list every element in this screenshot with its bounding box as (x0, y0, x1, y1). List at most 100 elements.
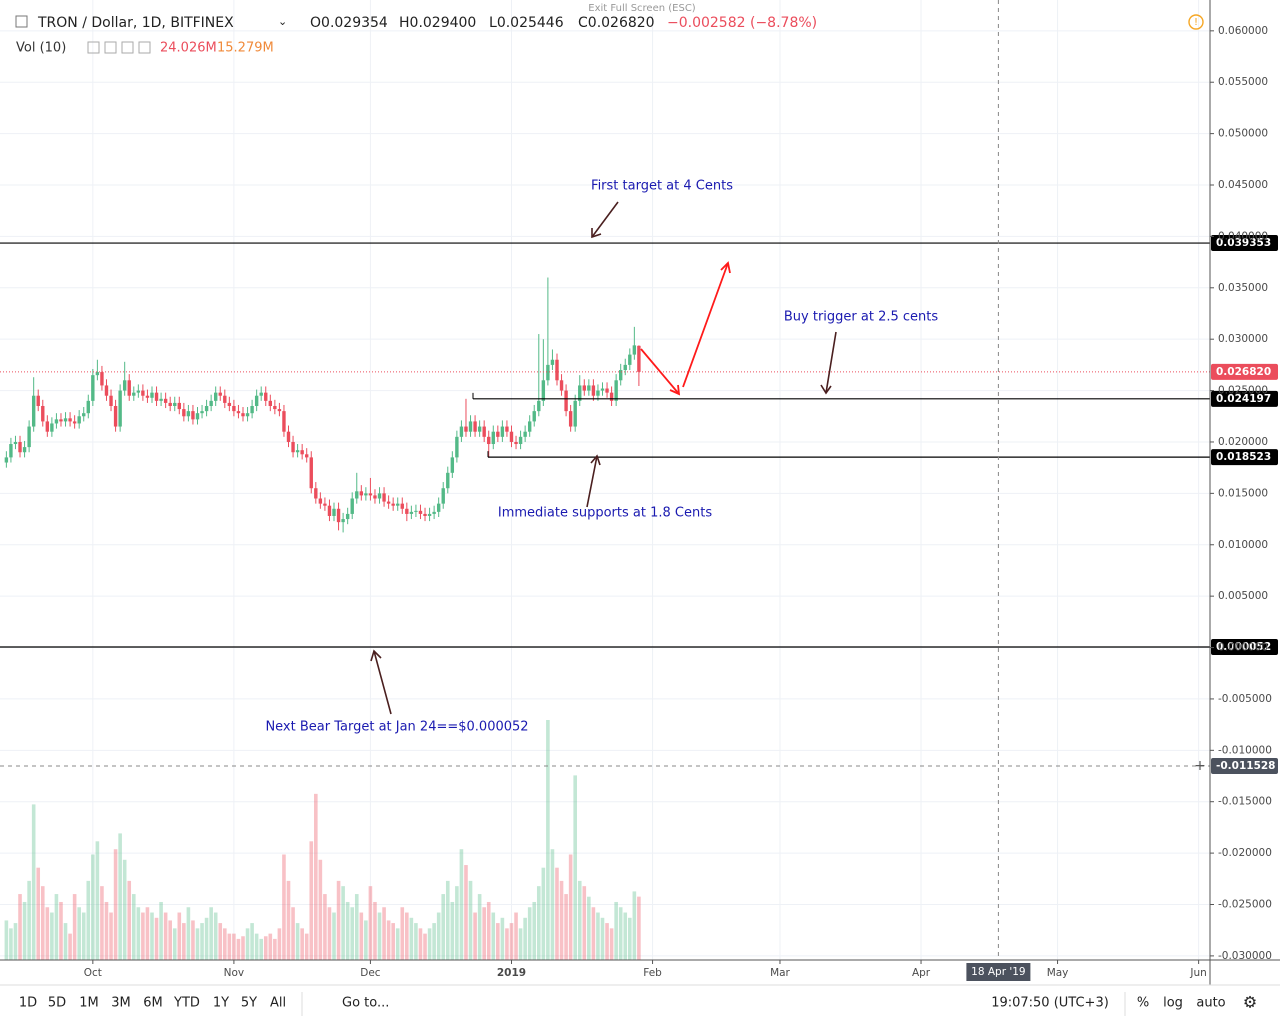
volume-bar (405, 912, 409, 960)
volume-bar (241, 936, 245, 960)
candle-body (600, 388, 605, 391)
volume-bar (368, 886, 373, 960)
range-button[interactable]: YTD (173, 996, 200, 1011)
candle-body (273, 405, 277, 410)
range-button[interactable]: 1M (79, 996, 99, 1011)
volume-icons[interactable] (87, 41, 151, 54)
volume-bar (441, 894, 446, 960)
range-button[interactable]: All (270, 996, 286, 1011)
volume-bar (245, 928, 250, 960)
range-button[interactable]: 5Y (241, 996, 257, 1011)
exit-bg (584, 0, 700, 14)
volume-bar (141, 912, 145, 960)
y-tick-label: -0.020000 (1218, 847, 1272, 859)
alert-icon[interactable] (1188, 14, 1204, 30)
volume-bar (464, 865, 468, 960)
volume-bar (36, 867, 41, 960)
volume-bar (304, 933, 309, 960)
candle-body (132, 392, 136, 396)
log-toggle[interactable]: log (1163, 996, 1183, 1011)
candle-body (54, 419, 59, 424)
volume-bar (455, 886, 459, 960)
volume-bar (628, 917, 632, 960)
candle-body (518, 436, 523, 445)
candle-body (300, 450, 304, 455)
volume-bar (623, 912, 628, 960)
percent-toggle[interactable]: % (1137, 996, 1149, 1011)
ohlc-value: 0.029400 (410, 15, 477, 31)
volume-bar (254, 933, 259, 960)
candle-body (314, 488, 318, 499)
range-button[interactable]: 1Y (213, 996, 229, 1011)
range-button[interactable]: 5D (48, 996, 66, 1011)
candle-body (122, 380, 127, 391)
candle-body (232, 405, 236, 412)
candle-body (527, 421, 532, 432)
collapse-icon[interactable] (15, 15, 28, 28)
volume-bar (54, 894, 59, 960)
volume-bar (418, 928, 423, 960)
y-tick-label: -0.010000 (1218, 744, 1272, 756)
volume-bar (227, 933, 232, 960)
candle-body (22, 447, 27, 453)
volume-bar (637, 896, 641, 960)
x-tick-label: Mar (770, 967, 790, 979)
volume-bar (204, 917, 209, 960)
volume-bar (605, 923, 609, 960)
volume-bar (40, 886, 45, 960)
candle-body (227, 402, 232, 406)
volume-bar (31, 804, 36, 960)
candle-body (200, 411, 204, 414)
crosshair-plus: + (1194, 758, 1206, 774)
volume-bar (336, 880, 341, 960)
candle-body (400, 503, 404, 509)
x-tick-label: 2019 (497, 967, 526, 979)
candle-body (564, 390, 568, 412)
ohlc-item: C0.026820 (578, 15, 655, 31)
volume-bar (459, 849, 464, 960)
goto[interactable]: Go to... (342, 996, 389, 1011)
range-button[interactable]: 6M (143, 996, 163, 1011)
volume-bar (309, 841, 314, 960)
candle-body (213, 392, 218, 401)
candle-body (163, 398, 168, 403)
candle-body (423, 513, 427, 516)
settings-icon[interactable]: ⚙ (1243, 993, 1257, 1012)
candle-body (268, 400, 273, 406)
candle-body (473, 421, 477, 432)
levels: 0.039353 0.024197 0.018523 0.000052 0.026820… (0, 0, 1278, 960)
candle-body (127, 380, 131, 396)
candle-body (364, 493, 368, 496)
dropdown[interactable]: ⌄ (278, 15, 287, 28)
price-label: 0.000052 (1216, 641, 1271, 653)
volume-bar (236, 938, 241, 960)
range-button[interactable]: 1D (19, 996, 37, 1011)
volume-title[interactable]: Vol (10) (16, 41, 66, 56)
volume-bar (505, 928, 509, 960)
annotation: Buy trigger at 2.5 cents (784, 310, 939, 325)
volume-bar (341, 886, 345, 960)
candle-body (509, 431, 514, 442)
auto-toggle[interactable]: auto (1196, 996, 1225, 1011)
volume-bar (50, 912, 54, 960)
price-label: -0.011528 (1216, 760, 1276, 772)
candle-body (414, 510, 418, 512)
ohlc-prefix: L (489, 15, 497, 31)
volume-bar (182, 923, 186, 960)
symbol[interactable]: TRON / Dollar, 1D, BITFINEX (37, 15, 234, 31)
candle-body (168, 402, 172, 406)
volume-bar (509, 923, 514, 960)
volume-bar (186, 907, 191, 960)
range-button[interactable]: 3M (111, 996, 131, 1011)
candle-body (345, 513, 350, 520)
alert-icon[interactable]: ! (1194, 17, 1198, 28)
price-label: 0.039353 (1216, 237, 1271, 249)
volume-bar (327, 907, 332, 960)
candle-body (286, 431, 291, 442)
candle-body (104, 385, 109, 396)
volume-bar (218, 923, 223, 960)
candle-body (191, 411, 195, 420)
exit-fullscreen[interactable]: Exit Full Screen (ESC) (588, 3, 696, 14)
volume-bar (18, 894, 22, 960)
